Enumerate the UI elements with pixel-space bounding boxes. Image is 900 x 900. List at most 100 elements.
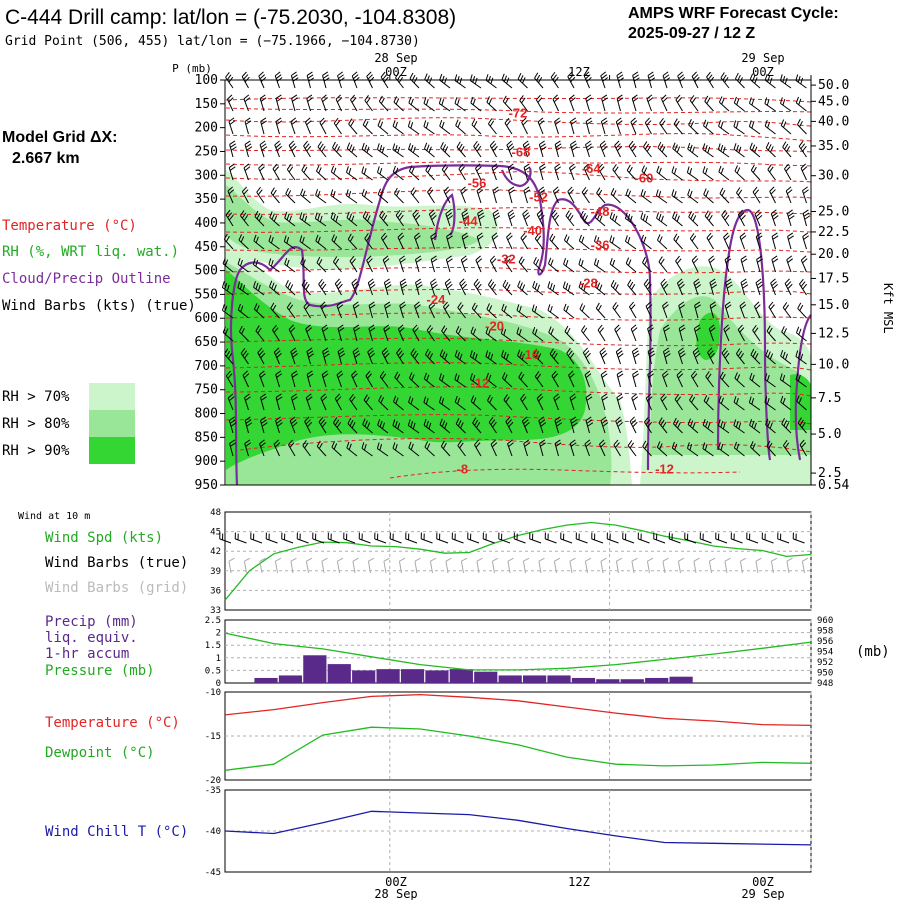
pressure-tick-label: 450 bbox=[195, 240, 218, 255]
barb-flag bbox=[487, 394, 491, 401]
barb-flag bbox=[720, 443, 724, 451]
wind10m-barb-grid bbox=[259, 557, 266, 574]
barb-flag bbox=[663, 74, 670, 79]
bottom-date-2: 29 Sep bbox=[741, 887, 784, 900]
barb-flag bbox=[405, 532, 407, 539]
barb-flag bbox=[612, 282, 617, 289]
wind-barb bbox=[663, 347, 671, 365]
wind-barb bbox=[549, 233, 559, 250]
barb-flag bbox=[632, 71, 639, 76]
barb-shaft bbox=[570, 420, 575, 434]
barb-shaft bbox=[378, 400, 389, 411]
wind-barb bbox=[593, 258, 606, 273]
barb-flag bbox=[631, 557, 638, 562]
pressure-tick-label: 950 bbox=[817, 669, 833, 679]
barb-shaft bbox=[519, 100, 528, 112]
barb-shaft bbox=[547, 309, 559, 319]
barb-flag bbox=[272, 189, 277, 196]
wind-barb bbox=[305, 324, 312, 342]
wind-barb bbox=[692, 347, 701, 365]
barb-flag bbox=[460, 146, 465, 152]
barb-flag bbox=[535, 351, 540, 358]
wind-barb bbox=[764, 396, 776, 411]
wind-barb bbox=[709, 278, 718, 296]
wind-barb bbox=[347, 233, 358, 250]
barb-flag bbox=[487, 328, 491, 336]
barb-flag bbox=[477, 235, 484, 240]
barb-flag bbox=[476, 283, 482, 290]
barb-shaft bbox=[579, 308, 590, 319]
barb-flag bbox=[361, 142, 365, 150]
wind-barb bbox=[485, 350, 497, 365]
barb-flag bbox=[257, 189, 263, 196]
wind-barb bbox=[445, 255, 453, 273]
barb-flag bbox=[579, 303, 583, 310]
barb-flag bbox=[271, 282, 275, 289]
barb-shaft bbox=[390, 538, 402, 544]
wind-barb bbox=[519, 95, 528, 112]
barb-flag bbox=[302, 190, 306, 197]
barb-flag bbox=[454, 373, 458, 380]
barb-shaft bbox=[227, 190, 234, 204]
wind-barb bbox=[750, 164, 761, 181]
barb-shaft bbox=[597, 329, 606, 342]
barb-flag bbox=[764, 533, 766, 540]
barb-flag bbox=[283, 235, 287, 242]
barb-flag bbox=[784, 442, 790, 449]
barb-shaft bbox=[517, 286, 528, 296]
panel-frame bbox=[224, 511, 812, 611]
pressure-tick-label: 958 bbox=[817, 627, 833, 637]
barb-flag bbox=[275, 74, 282, 79]
barb-flag bbox=[441, 121, 445, 129]
barb-flag bbox=[764, 97, 768, 104]
barb-flag bbox=[457, 328, 462, 335]
barb-flag bbox=[660, 278, 666, 284]
wind-barb bbox=[438, 396, 451, 411]
barb-flag bbox=[647, 557, 654, 562]
wind-barb bbox=[361, 142, 373, 158]
barb-flag bbox=[662, 557, 669, 562]
barb-flag bbox=[633, 74, 639, 79]
barb-flag bbox=[517, 349, 521, 356]
wind-barb bbox=[600, 117, 608, 135]
barb-flag bbox=[276, 146, 283, 151]
barb-flag bbox=[292, 353, 299, 358]
barb-shaft bbox=[460, 561, 464, 574]
barb-flag bbox=[779, 373, 783, 380]
barb-flag bbox=[783, 420, 788, 427]
wind-chill-line bbox=[224, 810, 812, 846]
wind-barb bbox=[508, 186, 515, 204]
barb-flag bbox=[491, 232, 498, 238]
wind-barb bbox=[739, 301, 747, 319]
barb-flag bbox=[524, 442, 531, 447]
barb-shaft bbox=[392, 125, 404, 135]
barb-shaft bbox=[689, 399, 699, 411]
barb-flag bbox=[284, 533, 286, 540]
barb-shaft bbox=[719, 377, 730, 388]
barb-flag bbox=[584, 350, 590, 356]
barb-shaft bbox=[770, 561, 774, 574]
wind-barb bbox=[765, 418, 776, 434]
barb-shaft bbox=[672, 217, 683, 227]
barb-shaft bbox=[337, 328, 342, 342]
wind10m-barb-true bbox=[575, 532, 588, 544]
barb-flag bbox=[269, 280, 273, 287]
barb-flag bbox=[692, 347, 699, 353]
barb-flag bbox=[395, 397, 399, 404]
wind-barb bbox=[580, 210, 590, 227]
height-tick-label: 35.0 bbox=[818, 139, 849, 154]
barb-flag bbox=[507, 235, 513, 241]
barb-shaft bbox=[507, 213, 513, 227]
wind-barb bbox=[337, 324, 345, 342]
y-tick-label: 36 bbox=[210, 586, 221, 596]
barb-flag bbox=[640, 234, 644, 242]
barb-flag bbox=[493, 189, 500, 194]
wind-barb bbox=[569, 163, 576, 181]
barb-flag bbox=[609, 235, 613, 242]
wind-barb bbox=[383, 324, 391, 342]
wind-barb bbox=[567, 186, 575, 204]
wind-barb bbox=[408, 441, 420, 457]
barb-shaft bbox=[229, 144, 234, 158]
barb-flag bbox=[693, 557, 700, 562]
wind-barb bbox=[486, 303, 497, 319]
